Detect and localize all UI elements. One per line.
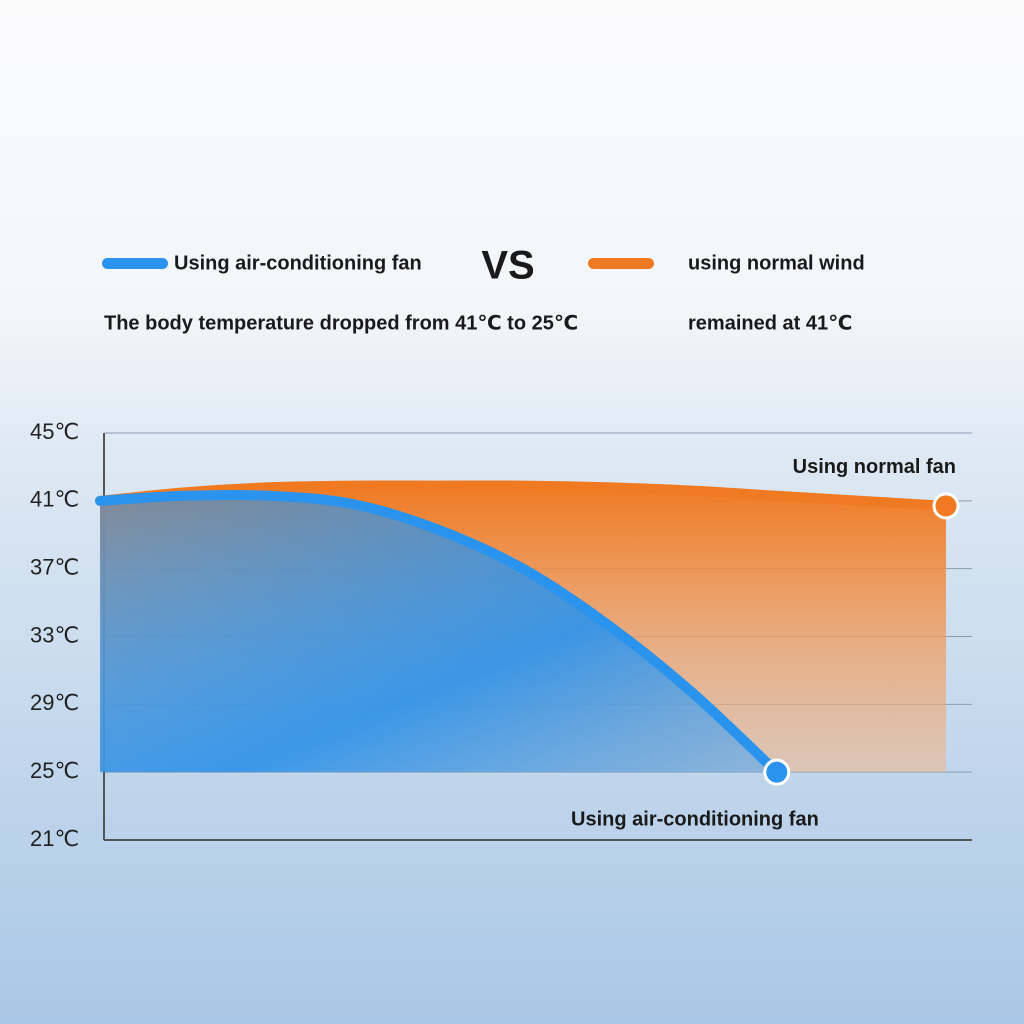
vs-label: VS [481,244,534,288]
legend-swatch [588,258,654,269]
y-tick-label: 41℃ [30,487,79,512]
legend-label: using normal wind [688,252,865,274]
plot: 45℃ 41℃ 37℃ 33℃ 29℃ 25℃ 21℃ Using air-condition… [30,419,972,851]
y-tick-label: 21℃ [30,826,79,851]
y-tick-label: 33℃ [30,622,79,647]
line [95,489,782,778]
y-tick-label: 29℃ [30,690,79,715]
y-tick-label: 37℃ [30,554,79,579]
legend-swatch [102,258,168,269]
annotation: Using air-conditioning fan [571,808,819,830]
y-tick-label: 45℃ [30,419,79,444]
annotation: Using normal fan [793,456,956,478]
end-marker [763,758,791,786]
end-marker [932,492,960,520]
legend-note: remained at 41℃ [688,312,852,334]
area [100,494,777,773]
y-tick-label: 25℃ [30,758,79,783]
legend-label: Using air-conditioning fan [174,252,422,274]
legend-note: The body temperature dropped from 41℃ to… [104,312,578,334]
line [95,480,951,511]
